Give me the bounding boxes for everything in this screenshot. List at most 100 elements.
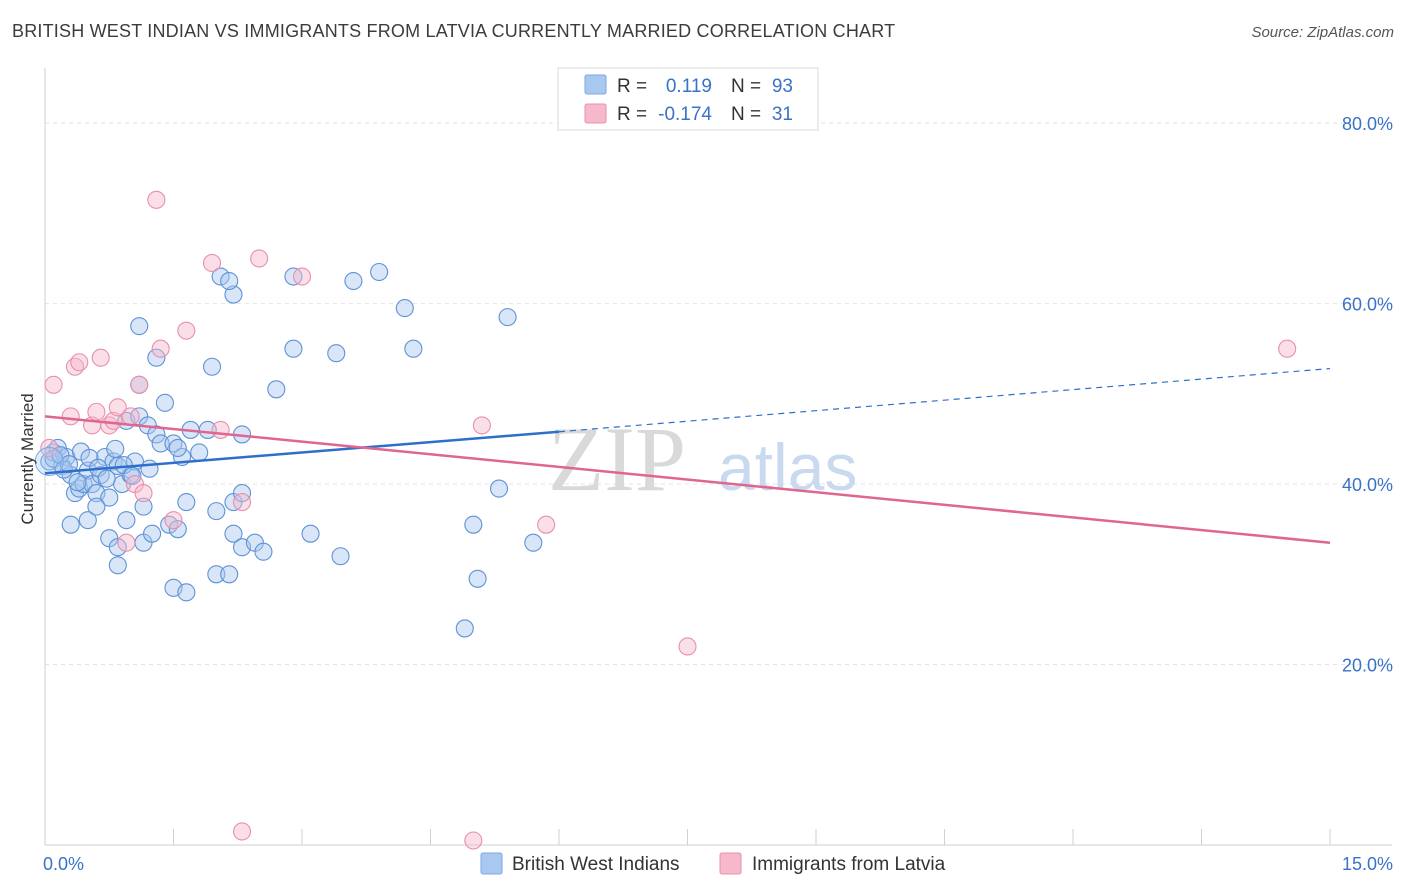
point-immigrants-latvia: [130, 375, 149, 394]
point-british-west-indians: [404, 339, 423, 358]
legend-swatch-pink: [584, 103, 607, 124]
legend-r-value-2: -0.174: [658, 104, 712, 125]
point-british-west-indians: [108, 538, 127, 557]
point-immigrants-latvia: [472, 416, 491, 435]
trend-lines: [44, 367, 1331, 544]
point-british-west-indians: [134, 497, 153, 516]
point-british-west-indians: [100, 488, 119, 507]
point-immigrants-latvia: [537, 515, 556, 534]
trend-line-immigrants-latvia: [44, 415, 1331, 544]
point-british-west-indians: [155, 393, 174, 412]
point-british-west-indians: [61, 515, 80, 534]
point-immigrants-latvia: [87, 402, 106, 421]
point-immigrants-latvia: [104, 411, 123, 430]
point-immigrants-latvia: [91, 348, 110, 367]
point-british-west-indians: [489, 479, 509, 498]
point-british-west-indians: [59, 455, 79, 474]
tick-labels: 20.0% 40.0% 60.0% 80.0% 0.0% 15.0%: [43, 114, 1393, 874]
legend-n-label-2: N =: [731, 104, 761, 125]
point-british-west-indians: [147, 348, 166, 367]
y-axis-title: Currently Married: [18, 393, 37, 524]
point-british-west-indians: [524, 533, 543, 552]
point-british-west-indians: [498, 308, 517, 327]
chart-title: BRITISH WEST INDIAN VS IMMIGRANTS FROM L…: [12, 21, 896, 41]
watermark: ZIP atlas: [548, 408, 857, 510]
point-british-west-indians: [168, 520, 187, 539]
point-british-west-indians: [87, 497, 106, 516]
legend-r-label-2: R =: [617, 104, 647, 125]
point-immigrants-latvia: [147, 190, 166, 209]
bottom-legend: British West Indians Immigrants from Lat…: [480, 852, 946, 875]
point-immigrants-latvia: [117, 533, 136, 552]
point-british-west-indians: [140, 459, 159, 478]
point-british-west-indians: [224, 285, 243, 304]
point-british-west-indians: [117, 511, 136, 530]
point-immigrants-latvia: [232, 822, 252, 841]
point-immigrants-latvia: [108, 398, 127, 417]
point-british-west-indians: [284, 339, 303, 358]
legend-swatch-blue: [584, 74, 607, 95]
point-british-west-indians: [151, 434, 170, 453]
point-british-west-indians: [106, 439, 125, 458]
point-british-west-indians: [301, 524, 320, 543]
y-tick-label: 80.0%: [1342, 114, 1393, 134]
point-immigrants-latvia: [250, 249, 269, 268]
point-british-west-indians: [168, 438, 187, 458]
point-british-west-indians: [344, 271, 363, 291]
bottom-legend-label-pink: Immigrants from Latvia: [752, 854, 946, 875]
point-british-west-indians: [68, 473, 87, 492]
point-immigrants-latvia: [1278, 339, 1297, 358]
point-british-west-indians: [78, 511, 97, 530]
point-british-west-indians: [220, 565, 239, 584]
point-british-west-indians: [464, 515, 483, 534]
point-british-west-indians: [130, 317, 149, 336]
point-british-west-indians: [395, 299, 414, 318]
point-british-west-indians: [455, 619, 474, 638]
point-british-west-indians: [370, 262, 389, 282]
point-british-west-indians: [147, 425, 166, 444]
point-british-west-indians: [203, 357, 222, 376]
point-immigrants-latvia: [464, 831, 483, 850]
data-points: [34, 190, 1297, 850]
source-label: Source: ZipAtlas.com: [1251, 24, 1394, 41]
trend-line-british-west-indians-projection: [558, 367, 1331, 433]
legend-r-label-1: R =: [617, 76, 647, 97]
bottom-legend-label-blue: British West Indians: [512, 854, 680, 875]
point-immigrants-latvia: [61, 407, 80, 426]
point-immigrants-latvia: [678, 637, 697, 656]
point-immigrants-latvia: [121, 407, 140, 426]
x-tick-label: 0.0%: [43, 854, 84, 874]
point-immigrants-latvia: [164, 511, 183, 530]
point-british-west-indians: [254, 542, 273, 561]
point-british-west-indians: [177, 493, 196, 512]
point-british-west-indians: [267, 380, 286, 399]
point-immigrants-latvia: [70, 353, 89, 372]
point-british-west-indians: [327, 344, 346, 363]
point-british-west-indians: [198, 420, 217, 439]
y-tick-label: 60.0%: [1342, 295, 1393, 315]
legend-n-label-1: N =: [731, 76, 761, 97]
point-british-west-indians: [177, 583, 196, 602]
point-british-west-indians: [143, 524, 162, 543]
legend-n-value-2: 31: [772, 104, 793, 125]
legend-r-value-1: 0.119: [666, 76, 712, 97]
point-british-west-indians: [220, 271, 239, 291]
point-british-west-indians: [108, 556, 127, 575]
point-immigrants-latvia: [151, 339, 170, 358]
gridlines: [45, 122, 1392, 666]
bottom-legend-swatch-blue: [480, 852, 503, 875]
watermark-atlas: atlas: [718, 430, 857, 504]
point-british-west-indians: [207, 502, 226, 521]
point-immigrants-latvia: [203, 253, 222, 273]
point-immigrants-latvia: [134, 484, 153, 503]
point-british-west-indians: [331, 547, 350, 566]
legend-box: R = 0.119 N = 93 R = -0.174 N = 31: [557, 67, 819, 131]
point-british-west-indians: [190, 443, 209, 462]
legend-n-value-1: 93: [772, 76, 793, 97]
point-immigrants-latvia: [44, 375, 63, 394]
point-british-west-indians: [54, 460, 73, 479]
point-british-west-indians: [468, 569, 487, 588]
point-british-west-indians: [224, 524, 243, 543]
point-british-west-indians: [97, 469, 116, 488]
